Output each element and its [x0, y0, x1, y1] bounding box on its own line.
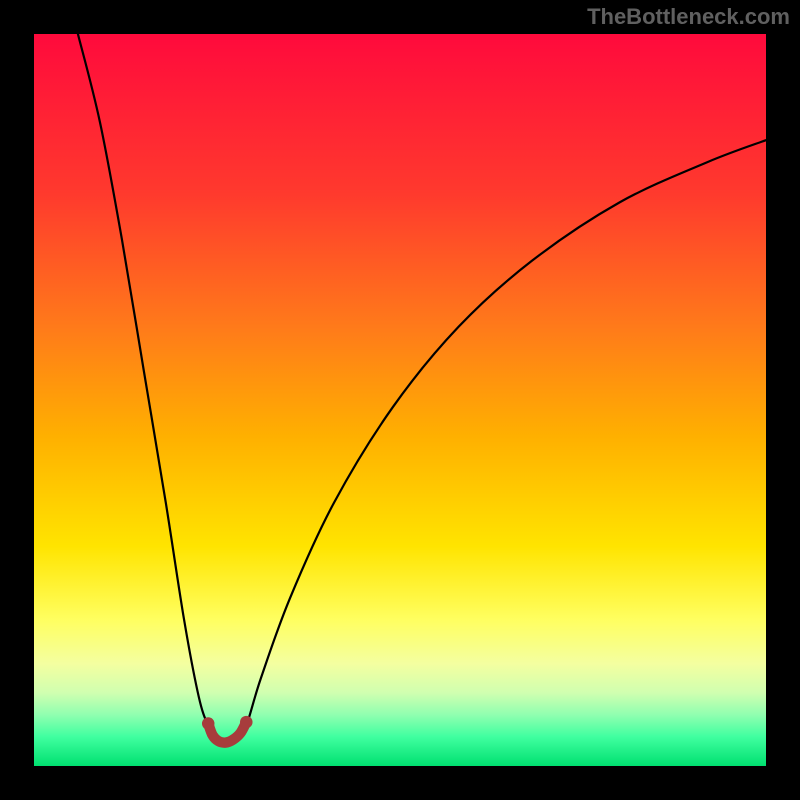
- bottleneck-chart: [0, 0, 800, 800]
- gradient-area: [34, 34, 766, 766]
- marker-dot: [202, 717, 215, 730]
- marker-dot: [240, 716, 253, 729]
- watermark-text: TheBottleneck.com: [587, 4, 790, 30]
